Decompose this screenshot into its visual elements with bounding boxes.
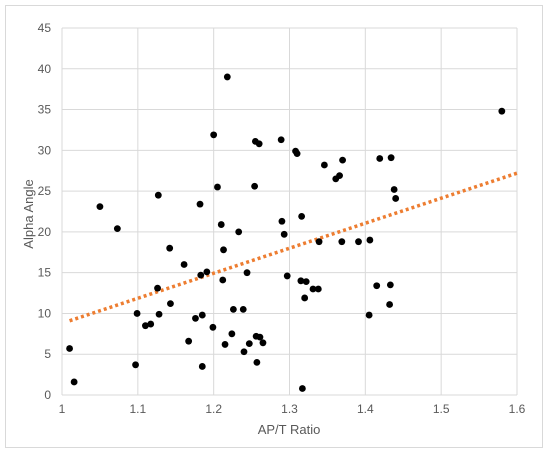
data-point <box>355 238 362 246</box>
data-point <box>392 195 400 202</box>
x-tick-label: 1.1 <box>129 402 146 416</box>
data-points <box>66 73 506 392</box>
x-axis-title: AP/T Ratio <box>258 422 321 437</box>
chart-area <box>5 5 543 448</box>
data-point <box>278 217 286 225</box>
y-tick-label: 40 <box>38 62 52 76</box>
data-point <box>229 305 237 313</box>
data-point <box>336 172 343 180</box>
y-tick-label: 25 <box>38 184 52 198</box>
data-point <box>239 305 247 313</box>
data-point <box>167 300 174 308</box>
data-point <box>302 278 310 286</box>
data-point <box>301 294 309 302</box>
data-point <box>373 282 381 290</box>
gridlines <box>61 27 518 396</box>
data-point <box>235 228 243 236</box>
y-tick-label: 45 <box>38 21 52 35</box>
data-point <box>365 311 373 319</box>
data-point <box>192 314 199 322</box>
x-tick-label: 1.6 <box>509 402 526 416</box>
data-point <box>221 341 229 348</box>
x-tick-label: 1.5 <box>433 402 450 416</box>
data-point <box>338 238 346 246</box>
data-point <box>245 340 253 348</box>
data-point <box>209 323 217 331</box>
data-point <box>66 345 73 352</box>
y-tick-label: 5 <box>44 347 51 361</box>
x-tick-label: 1 <box>59 402 66 416</box>
data-point <box>320 161 328 169</box>
data-point <box>132 361 139 369</box>
data-point <box>133 310 141 317</box>
data-point <box>259 339 267 347</box>
data-point <box>166 244 174 252</box>
data-point <box>339 156 346 164</box>
data-point <box>214 183 221 191</box>
data-point <box>147 320 155 328</box>
x-axis-ticks: 1 1.1 1.2 1.3 1.4 1.5 1.6 <box>59 402 526 416</box>
data-point <box>196 200 204 208</box>
y-tick-label: 0 <box>44 388 51 402</box>
data-point <box>220 246 227 254</box>
data-point <box>240 348 248 356</box>
data-point <box>498 107 506 115</box>
data-point <box>256 333 264 341</box>
data-point <box>253 358 261 366</box>
data-point <box>219 276 227 284</box>
data-point <box>386 301 393 308</box>
data-point <box>142 322 149 330</box>
data-point <box>283 272 291 280</box>
data-point <box>96 203 104 211</box>
data-point <box>155 310 163 318</box>
data-point <box>198 311 206 319</box>
data-point <box>387 154 395 162</box>
y-axis-ticks: 0 5 10 15 20 25 30 35 40 45 <box>38 21 52 402</box>
x-tick-label: 1.2 <box>205 402 222 416</box>
data-point <box>223 73 231 81</box>
data-point <box>297 277 305 285</box>
data-point <box>185 337 193 345</box>
trendline <box>69 171 518 323</box>
x-tick-label: 1.4 <box>357 402 374 416</box>
data-point <box>180 261 188 268</box>
data-point <box>113 225 121 233</box>
data-point <box>198 363 206 370</box>
data-point <box>243 269 251 277</box>
data-point <box>277 136 285 144</box>
y-tick-label: 35 <box>38 103 52 117</box>
x-tick-label: 1.3 <box>281 402 298 416</box>
data-point <box>280 230 288 238</box>
data-point <box>154 284 161 292</box>
data-point <box>376 155 384 162</box>
y-tick-label: 20 <box>38 225 52 239</box>
y-tick-label: 15 <box>38 266 52 280</box>
data-point <box>386 281 394 289</box>
data-point <box>298 385 306 392</box>
data-point <box>366 236 374 244</box>
data-point <box>315 238 323 246</box>
data-point <box>217 221 225 228</box>
y-tick-label: 30 <box>38 143 52 157</box>
data-point <box>309 285 317 293</box>
data-point <box>210 131 218 139</box>
data-point <box>293 150 301 157</box>
data-point <box>228 330 236 338</box>
data-point <box>251 182 259 190</box>
data-point <box>255 140 263 148</box>
data-point <box>70 378 78 386</box>
data-point <box>203 268 211 276</box>
data-point <box>298 212 306 220</box>
data-point <box>390 186 398 193</box>
data-point <box>314 285 322 293</box>
data-point <box>154 191 162 199</box>
y-tick-label: 10 <box>38 306 52 320</box>
y-axis-title: Alpha Angle <box>21 179 36 248</box>
data-point <box>197 271 205 279</box>
